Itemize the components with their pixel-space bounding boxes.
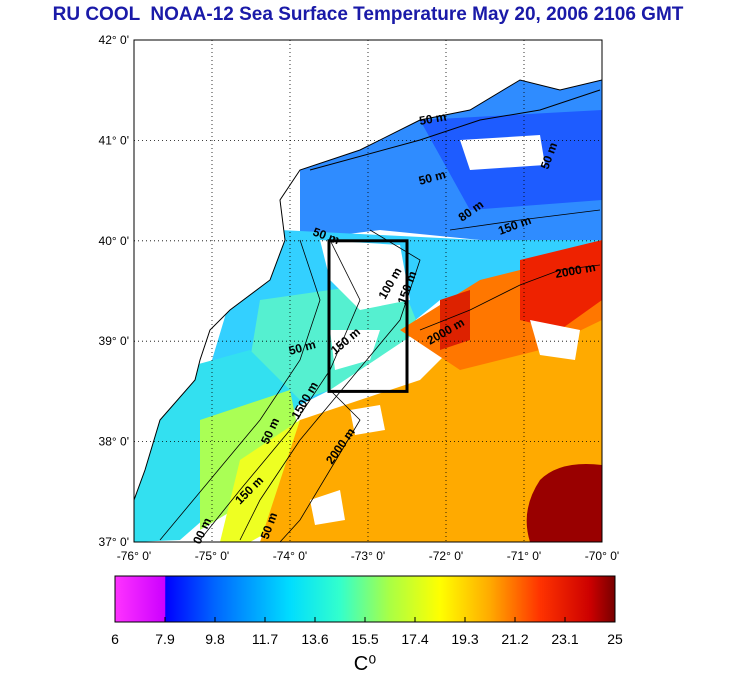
isobath-label: 50 m [287, 337, 317, 358]
latitude-tick-label: 39° 0' [99, 334, 129, 348]
longitude-tick-label: -73° 0' [351, 549, 385, 563]
colorbar-unit-label: C⁰ [354, 653, 376, 675]
colorbar-tick-label: 23.1 [551, 631, 578, 647]
latitude-labels: 42° 0' 41° 0' 40° 0' 39° 0' 38° 0' 37° 0' [99, 33, 129, 549]
colorbar-tick-label: 19.3 [451, 631, 478, 647]
isobath-label: 50 m [417, 167, 447, 188]
latitude-tick-label: 37° 0' [99, 535, 129, 549]
colorbar-tick-label: 9.8 [205, 631, 225, 647]
colorbar-tick-label: 17.4 [401, 631, 428, 647]
longitude-tick-label: -71° 0' [507, 549, 541, 563]
colorbar-tick-label: 15.5 [351, 631, 378, 647]
latitude-tick-label: 41° 0' [99, 133, 129, 147]
study-area-box [327, 239, 409, 393]
colorbar-tick-label: 11.7 [252, 631, 278, 647]
longitude-tick-label: -74° 0' [273, 549, 307, 563]
colorbar-tick-labels: 6 7.9 9.8 11.7 13.6 15.5 17.4 19.3 21.2 23.1 25 [111, 617, 623, 647]
colorbar-tick-label: 6 [111, 631, 119, 647]
colorbar-tick-label: 21.2 [501, 631, 528, 647]
longitude-tick-label: -76° 0' [117, 549, 151, 563]
latitude-tick-label: 42° 0' [99, 33, 129, 47]
colorbar-tick-label: 25 [607, 631, 623, 647]
sst-field [134, 40, 602, 542]
longitude-tick-label: -75° 0' [195, 549, 229, 563]
colorbar [114, 575, 616, 623]
colorbar-tick-label: 7.9 [155, 631, 175, 647]
isobath-label: 50 m [418, 109, 447, 128]
isobath-label: 2000 m [554, 260, 597, 281]
map-title: RU COOL NOAA-12 Sea Surface Temperature … [52, 4, 684, 25]
longitude-tick-label: -70° 0' [585, 549, 619, 563]
colorbar-tick-label: 13.6 [301, 631, 328, 647]
latitude-tick-label: 38° 0' [99, 435, 129, 449]
latitude-tick-label: 40° 0' [99, 234, 129, 248]
longitude-tick-label: -72° 0' [429, 549, 463, 563]
longitude-labels: -76° 0' -75° 0' -74° 0' -73° 0' -72° 0' -71° … [117, 549, 619, 563]
